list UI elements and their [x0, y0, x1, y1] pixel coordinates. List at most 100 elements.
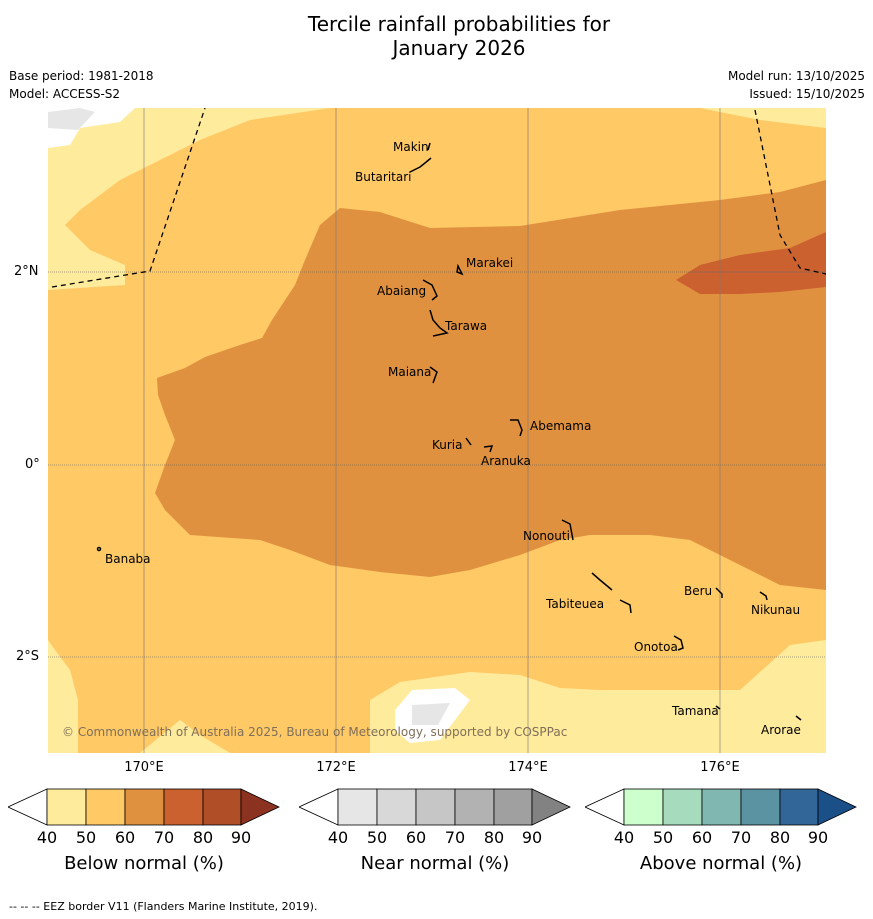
issued-date: Issued: 15/10/2025: [749, 87, 865, 101]
colorbar-above-over: [817, 788, 857, 826]
gridlines: [48, 271, 826, 658]
label-aranuka: Aranuka: [481, 454, 531, 468]
colorbar-below-40-50: [46, 788, 87, 826]
region-60-70: [155, 180, 826, 590]
region-40-50-sw: [48, 640, 78, 753]
region-70-80: [676, 232, 826, 294]
island-arorae: [795, 715, 802, 721]
colorbar-near-40-50: [337, 788, 378, 826]
meta-left: Base period: 1981-2018 Model: ACCESS-S2: [9, 67, 154, 103]
tick-below-40: 40: [36, 828, 58, 847]
label-abemama: Abemama: [530, 419, 591, 433]
colorbar-near-80-90: [493, 788, 533, 826]
lat-label-2s: 2°S: [16, 649, 40, 664]
rainfall-map: Makin Butaritari Marakei Abaiang Tarawa …: [48, 108, 826, 753]
tick-near-90: 90: [521, 828, 543, 847]
colorbar-near: [299, 788, 571, 826]
colorbar-near-over: [531, 788, 571, 826]
colorbar-above-40-50: [623, 788, 664, 826]
island-marakei: [456, 263, 464, 276]
tick-near-40: 40: [327, 828, 349, 847]
tick-above-50: 50: [652, 828, 674, 847]
eez-footer-note: -- -- -- EEZ border V11 (Flanders Marine…: [9, 900, 318, 913]
island-aranuka: [483, 445, 494, 453]
colorbar-above-80-90: [779, 788, 819, 826]
lon-label-170e: 170°E: [124, 760, 164, 775]
lon-label-174e: 174°E: [508, 760, 548, 775]
island-tabiteuea-n: [591, 572, 613, 591]
tick-near-70: 70: [444, 828, 466, 847]
colorbar-above-60-70: [701, 788, 742, 826]
copyright-notice: © Commonwealth of Australia 2025, Bureau…: [62, 725, 567, 739]
gap-grey-s: [412, 703, 450, 725]
label-tabiteuea: Tabiteuea: [545, 597, 604, 611]
colorbar-below-60-70: [124, 788, 165, 826]
tick-above-60: 60: [691, 828, 713, 847]
label-maiana: Maiana: [388, 365, 431, 379]
model-run: Model run: 13/10/2025: [727, 69, 865, 83]
base-period: Base period: 1981-2018: [9, 69, 154, 83]
island-makin: [427, 142, 431, 151]
title-line-1: Tercile rainfall probabilities for: [307, 12, 611, 36]
label-onotoa: Onotoa: [634, 640, 678, 654]
label-abaiang: Abaiang: [377, 284, 426, 298]
island-nikunau: [759, 591, 768, 601]
place-labels: Makin Butaritari Marakei Abaiang Tarawa …: [105, 140, 801, 737]
tick-below-60: 60: [114, 828, 136, 847]
island-butaritari: [409, 157, 432, 173]
meridians: [143, 108, 721, 753]
label-kuria: Kuria: [432, 438, 463, 452]
title-line-2: January 2026: [392, 36, 526, 60]
colorbar-above-title: Above normal (%): [639, 853, 803, 874]
colorbar-near-70-80: [454, 788, 495, 826]
colorbar-below-80-90: [202, 788, 242, 826]
tick-below-90: 90: [230, 828, 252, 847]
colorbar-below-over: [240, 788, 280, 826]
label-tarawa: Tarawa: [444, 319, 487, 333]
eez-border-east: [754, 109, 826, 275]
tick-above-80: 80: [769, 828, 791, 847]
colorbar-above-70-80: [740, 788, 781, 826]
lat-label-0: 0°: [25, 457, 40, 472]
region-40-50-se: [370, 640, 826, 753]
island-kuria: [465, 437, 472, 446]
tick-below-50: 50: [75, 828, 97, 847]
colorbar-near-60-70: [415, 788, 456, 826]
tick-above-90: 90: [807, 828, 829, 847]
colorbar-near-under: [299, 788, 339, 826]
label-tamana: Tamana: [671, 704, 719, 718]
tick-near-60: 60: [405, 828, 427, 847]
tick-near-80: 80: [483, 828, 505, 847]
lon-label-172e: 172°E: [316, 760, 356, 775]
colorbar-near-50-60: [376, 788, 417, 826]
lon-label-176e: 176°E: [700, 760, 740, 775]
lat-label-2n: 2°N: [14, 264, 39, 279]
gap-grey-nw: [48, 108, 95, 130]
label-butaritari: Butaritari: [355, 170, 412, 184]
model-name: Model: ACCESS-S2: [9, 87, 121, 101]
tick-above-70: 70: [730, 828, 752, 847]
island-abaiang: [422, 279, 438, 301]
map-title: Tercile rainfall probabilities for Janua…: [0, 12, 873, 60]
island-nonouti: [561, 519, 574, 541]
label-beru: Beru: [684, 584, 712, 598]
colorbar-below-70-80: [163, 788, 204, 826]
tick-below-70: 70: [153, 828, 175, 847]
island-beru: [715, 587, 723, 598]
island-tarawa: [429, 309, 449, 337]
label-nonouti: Nonouti: [523, 529, 570, 543]
colorbar-below-50-60: [85, 788, 126, 826]
colorbar-near-title: Near normal (%): [360, 853, 510, 874]
label-makin: Makin: [393, 140, 429, 154]
tick-near-50: 50: [366, 828, 388, 847]
island-tamana: [715, 705, 721, 710]
island-onotoa: [673, 635, 684, 651]
label-marakei: Marakei: [466, 256, 513, 270]
colorbar-above: [585, 788, 857, 826]
island-maiana: [429, 366, 438, 384]
label-banaba: Banaba: [105, 552, 151, 566]
tick-below-80: 80: [192, 828, 214, 847]
island-banaba: [96, 546, 102, 552]
island-tabiteuea-s: [619, 599, 632, 614]
colorbar-above-under: [585, 788, 625, 826]
